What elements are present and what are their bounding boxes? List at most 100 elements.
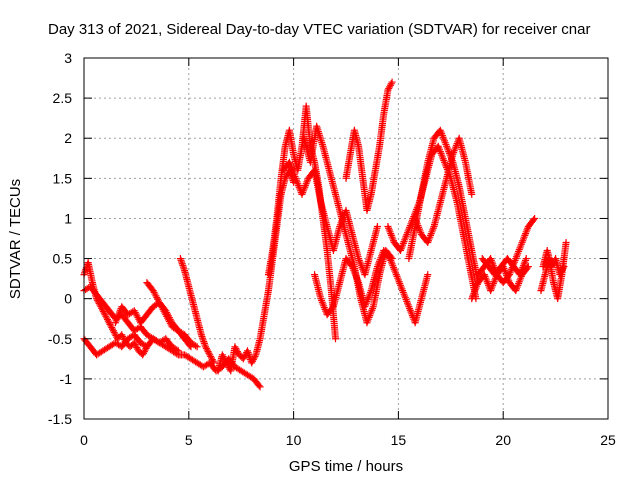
data-point: [132, 342, 140, 350]
data-point: [560, 263, 568, 271]
data-point: [103, 316, 111, 324]
series-arc18: [478, 255, 530, 279]
data-point: [204, 348, 212, 356]
y-tick-label: 1: [64, 210, 72, 226]
data-point: [251, 352, 259, 360]
data-point: [255, 382, 263, 390]
data-point: [218, 351, 226, 359]
data-point: [111, 330, 119, 338]
series-arc15: [411, 134, 476, 247]
data-point: [141, 346, 149, 354]
data-point: [119, 334, 127, 342]
data-point: [548, 261, 556, 269]
data-point: [106, 320, 114, 328]
y-tick-label: 2: [64, 130, 72, 146]
data-point: [142, 344, 150, 352]
data-point: [559, 264, 567, 272]
y-tick-label: 3: [64, 50, 72, 66]
data-point: [468, 190, 476, 198]
series-arc6: [176, 255, 218, 367]
y-tick-label: 0: [64, 291, 72, 307]
data-point: [233, 346, 241, 354]
series-arc20: [539, 247, 568, 279]
series-arc3: [80, 283, 182, 355]
data-point: [207, 354, 215, 362]
data-points: [80, 78, 570, 391]
data-point: [387, 80, 395, 88]
data-point: [232, 344, 240, 352]
series-arc12: [311, 247, 432, 327]
data-point: [558, 266, 566, 274]
x-tick-label: 25: [600, 432, 616, 448]
data-point: [386, 81, 394, 89]
data-point: [109, 325, 117, 333]
data-point: [233, 348, 241, 356]
data-point: [103, 314, 111, 322]
data-point: [249, 357, 257, 365]
y-tick-label: -1.5: [48, 411, 72, 427]
data-point: [219, 352, 227, 360]
data-point: [107, 322, 115, 330]
data-point: [220, 354, 228, 362]
data-point: [110, 328, 118, 336]
data-point: [221, 356, 229, 364]
x-axis-label: GPS time / hours: [289, 458, 403, 475]
data-point: [140, 348, 148, 356]
data-point: [256, 383, 264, 391]
y-tick-label: -0.5: [48, 331, 72, 347]
data-point: [239, 355, 247, 363]
data-point: [524, 263, 532, 271]
data-point: [207, 352, 215, 360]
y-tick-label: 1.5: [53, 170, 73, 186]
y-tick-label: -1: [60, 371, 73, 387]
data-point: [118, 331, 126, 339]
data-point: [203, 346, 211, 354]
data-point: [223, 359, 231, 367]
data-point: [222, 357, 230, 365]
x-tick-label: 20: [495, 432, 511, 448]
series-arc14: [405, 126, 482, 287]
data-point: [102, 312, 110, 320]
data-point: [130, 339, 138, 347]
data-point: [557, 267, 565, 275]
data-point: [210, 359, 218, 367]
data-point: [388, 78, 396, 86]
data-point: [208, 356, 216, 364]
data-point: [173, 346, 181, 354]
data-point: [562, 239, 570, 247]
x-tick-label: 10: [286, 432, 302, 448]
plot-frame: [83, 57, 609, 420]
data-point: [99, 308, 107, 316]
data-point: [556, 271, 564, 279]
data-point: [531, 214, 539, 222]
data-point: [101, 311, 109, 319]
data-point: [373, 222, 381, 230]
data-point: [202, 343, 210, 351]
data-point: [248, 359, 256, 367]
data-point: [424, 271, 432, 279]
y-tick-label: 2.5: [53, 90, 73, 106]
series-arc5: [143, 279, 201, 351]
series-arc11: [342, 78, 396, 214]
data-point: [223, 360, 231, 368]
data-point: [250, 354, 258, 362]
data-point: [202, 344, 210, 352]
data-point: [386, 83, 394, 91]
series-arc10: [300, 122, 396, 327]
data-point: [174, 347, 182, 355]
x-tick-label: 5: [185, 432, 193, 448]
data-point: [205, 349, 213, 357]
data-point: [384, 86, 392, 94]
data-point: [119, 332, 127, 340]
data-point: [192, 342, 200, 350]
series-arc17: [468, 263, 532, 303]
data-point: [231, 343, 239, 351]
data-point: [193, 343, 201, 351]
data-point: [100, 309, 108, 317]
data-point: [105, 319, 113, 327]
series-arc2: [80, 259, 151, 359]
data-point: [108, 324, 116, 332]
data-point: [120, 336, 128, 344]
